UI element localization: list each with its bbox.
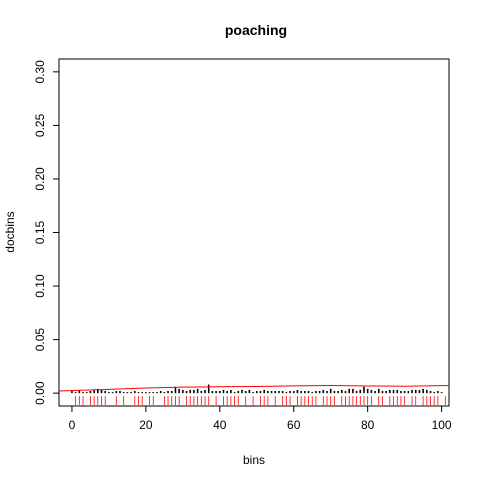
x-tick-label-20: 20: [139, 418, 153, 432]
smooth-line: [58, 384, 450, 392]
y-tick-label-0.20: 0.20: [33, 167, 47, 191]
y-tick-label-0.15: 0.15: [33, 220, 47, 244]
x-tick-label-40: 40: [213, 418, 227, 432]
y-tick-label-0.25: 0.25: [33, 113, 47, 137]
y-tick-label-0.05: 0.05: [33, 328, 47, 352]
plot-box: [58, 58, 450, 407]
y-axis: 0.00 0.05 0.10 0.15 0.20 0.25 0.30: [33, 60, 59, 405]
y-axis-label: docbins: [3, 211, 17, 252]
x-tick-label-0: 0: [69, 418, 76, 432]
y-tick-label-0.30: 0.30: [33, 60, 47, 84]
rug-marks: [75, 396, 446, 405]
bar-series: [71, 384, 443, 394]
x-tick-label-60: 60: [287, 418, 301, 432]
x-axis: 0 20 40 60 80 100: [69, 406, 452, 432]
y-tick-label-0.10: 0.10: [33, 274, 47, 298]
y-tick-label-0.00: 0.00: [33, 381, 47, 405]
chart-title: poaching: [225, 22, 287, 38]
x-axis-label: bins: [243, 453, 265, 467]
x-tick-label-80: 80: [361, 418, 375, 432]
x-tick-label-100: 100: [432, 418, 452, 432]
